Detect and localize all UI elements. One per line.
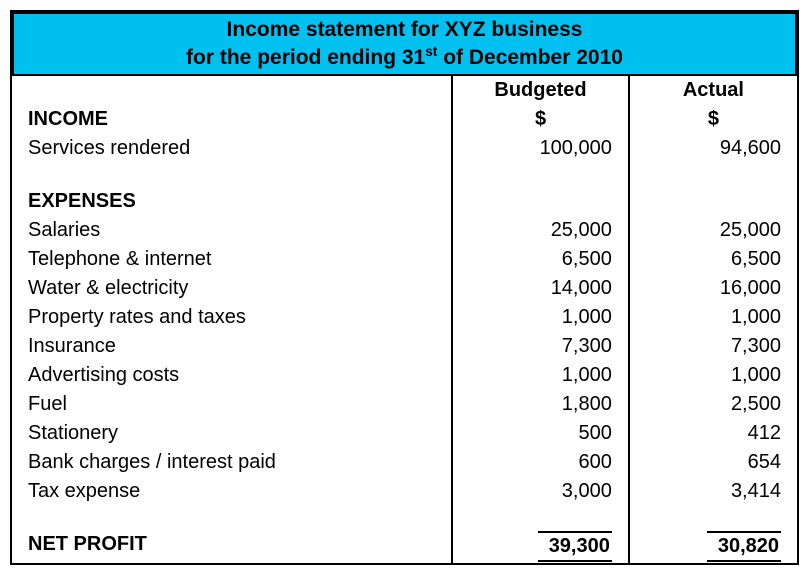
expense-row: Tax expense3,0003,414 [12, 477, 797, 506]
expense-row: Property rates and taxes1,0001,000 [12, 303, 797, 332]
expense-actual: 412 [629, 419, 797, 448]
expense-actual: 16,000 [629, 274, 797, 303]
expense-budgeted: 7,300 [452, 332, 629, 361]
expense-budgeted: 1,800 [452, 390, 629, 419]
net-profit-label: NET PROFIT [12, 530, 452, 563]
net-profit-budgeted: 39,300 [452, 530, 629, 563]
expense-label: Insurance [12, 332, 452, 361]
expense-row: Advertising costs1,0001,000 [12, 361, 797, 390]
expense-budgeted: 600 [452, 448, 629, 477]
title-line-2-prefix: for the period ending 31 [186, 46, 425, 69]
expense-budgeted: 1,000 [452, 361, 629, 390]
title-line-1: Income statement for XYZ business [12, 12, 797, 44]
expense-actual: 2,500 [629, 390, 797, 419]
expense-row: Bank charges / interest paid600654 [12, 448, 797, 477]
expense-label: Telephone & internet [12, 245, 452, 274]
expense-row: Telephone & internet6,5006,500 [12, 245, 797, 274]
expense-label: Advertising costs [12, 361, 452, 390]
income-statement: Income statement for XYZ business for th… [10, 10, 799, 565]
expense-budgeted: 1,000 [452, 303, 629, 332]
col-header-actual: Actual [629, 76, 797, 105]
expenses-heading: EXPENSES [12, 187, 452, 216]
expense-row: Fuel1,8002,500 [12, 390, 797, 419]
expense-actual: 654 [629, 448, 797, 477]
expense-label: Tax expense [12, 477, 452, 506]
expense-row: Stationery500412 [12, 419, 797, 448]
expense-budgeted: 14,000 [452, 274, 629, 303]
currency-budgeted: $ [452, 105, 629, 134]
expense-label: Fuel [12, 390, 452, 419]
income-budgeted: 100,000 [452, 134, 629, 163]
expense-label: Stationery [12, 419, 452, 448]
col-header-budgeted: Budgeted [452, 76, 629, 105]
title-line-2-suffix: of December 2010 [437, 46, 623, 69]
expense-budgeted: 500 [452, 419, 629, 448]
expense-label: Property rates and taxes [12, 303, 452, 332]
expense-row: Water & electricity14,00016,000 [12, 274, 797, 303]
expense-row: Salaries25,00025,000 [12, 216, 797, 245]
expense-label: Water & electricity [12, 274, 452, 303]
income-heading: INCOME [12, 105, 452, 134]
expense-actual: 3,414 [629, 477, 797, 506]
expense-budgeted: 6,500 [452, 245, 629, 274]
expense-actual: 6,500 [629, 245, 797, 274]
currency-actual: $ [629, 105, 797, 134]
expense-budgeted: 3,000 [452, 477, 629, 506]
expense-row: Insurance7,3007,300 [12, 332, 797, 361]
income-actual: 94,600 [629, 134, 797, 163]
expense-label: Salaries [12, 216, 452, 245]
expense-actual: 1,000 [629, 303, 797, 332]
expense-budgeted: 25,000 [452, 216, 629, 245]
net-profit-actual: 30,820 [629, 530, 797, 563]
statement-table: Budgeted Actual INCOME $ $ Services rend… [12, 76, 797, 563]
income-item-label: Services rendered [12, 134, 452, 163]
expense-actual: 7,300 [629, 332, 797, 361]
title-ordinal: st [425, 44, 437, 59]
expense-label: Bank charges / interest paid [12, 448, 452, 477]
title-line-2: for the period ending 31st of December 2… [12, 44, 797, 76]
expense-actual: 1,000 [629, 361, 797, 390]
expense-actual: 25,000 [629, 216, 797, 245]
